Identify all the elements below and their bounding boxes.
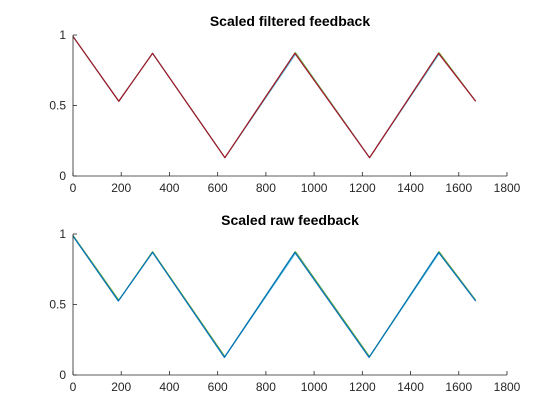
- series-line-2: [72, 235, 477, 358]
- series-line-1: [72, 36, 477, 159]
- x-tick-label: 1400: [397, 380, 424, 394]
- x-tick-label: 800: [256, 380, 276, 394]
- x-tick-label: 1600: [445, 181, 472, 195]
- x-tick-label: 1600: [445, 380, 472, 394]
- x-tick-label: 1800: [494, 181, 521, 195]
- series-line-1: [72, 235, 477, 358]
- x-tick-label: 1200: [349, 380, 376, 394]
- x-tick-label: 200: [111, 380, 131, 394]
- x-tick-label: 1800: [494, 380, 521, 394]
- y-tick-label: 0.5: [49, 99, 66, 113]
- x-tick-label: 0: [70, 181, 77, 195]
- y-tick-label: 0: [59, 169, 66, 183]
- x-tick-label: 1400: [397, 181, 424, 195]
- series-line-0: [72, 36, 477, 159]
- x-tick-label: 0: [70, 380, 77, 394]
- x-tick-label: 400: [159, 380, 179, 394]
- x-tick-label: 800: [256, 181, 276, 195]
- y-tick-label: 1: [59, 28, 66, 42]
- x-tick-label: 200: [111, 181, 131, 195]
- x-tick-label: 600: [208, 380, 228, 394]
- top-axes: Scaled filtered feedback 0 200 400 600 800 10…: [49, 13, 520, 195]
- x-tick-label: 1000: [301, 380, 328, 394]
- y-tick-label: 1: [59, 227, 66, 241]
- series-line-2: [72, 36, 477, 159]
- x-tick-label: 400: [159, 181, 179, 195]
- x-tick-label: 600: [208, 181, 228, 195]
- bottom-axes: Scaled raw feedback 0 200 400 600 800 1000 120…: [49, 212, 520, 394]
- x-tick-label: 1000: [301, 181, 328, 195]
- y-tick-label: 0.5: [49, 298, 66, 312]
- x-tick-label: 1200: [349, 181, 376, 195]
- chart-title: Scaled filtered feedback: [210, 13, 371, 29]
- y-tick-label: 0: [59, 368, 66, 382]
- chart-title: Scaled raw feedback: [221, 212, 359, 228]
- series-line-0: [72, 235, 477, 358]
